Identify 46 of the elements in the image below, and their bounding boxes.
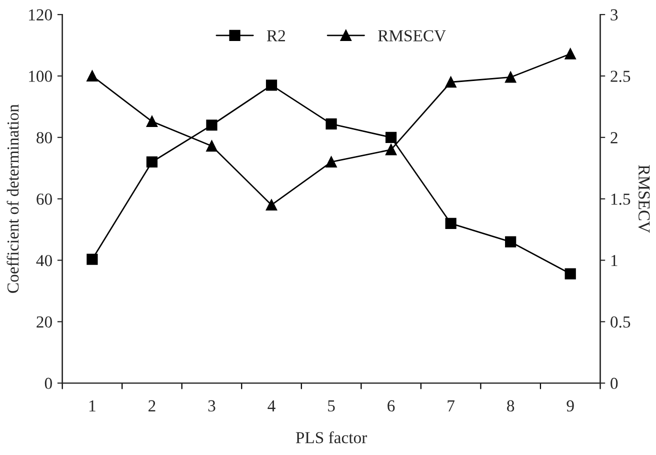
y2-tick-label: 1	[611, 255, 618, 266]
x-tick-label: 2	[148, 400, 156, 412]
point	[326, 118, 337, 130]
y-tick-label: 40	[36, 254, 52, 266]
x-axis-title: PLS factor	[296, 431, 368, 444]
y2-axis-title: RMSECV	[638, 165, 650, 233]
x-tick-label: 6	[388, 400, 395, 412]
x-tick-label: 7	[448, 400, 455, 412]
y2-tick-label: 3	[610, 9, 618, 21]
x-tick-label: 1	[90, 400, 96, 412]
point	[146, 156, 158, 168]
y2-tick-label: 1.5	[611, 194, 630, 205]
y-tick-label: 100	[29, 70, 52, 82]
point	[206, 120, 218, 131]
y-tick-label: 0	[44, 378, 52, 390]
point	[146, 116, 158, 127]
y2-tick-label: 0	[610, 378, 618, 390]
point	[206, 140, 218, 152]
x-tick-label: 8	[507, 400, 514, 412]
point	[564, 48, 576, 60]
legend-label: RMSECV	[378, 30, 446, 42]
y-tick-label: 120	[29, 9, 52, 21]
point	[385, 132, 397, 143]
y-tick-label: 60	[36, 194, 52, 205]
y2-tick-label: 2.5	[610, 70, 630, 82]
point	[445, 76, 456, 88]
x-tick-label: 3	[208, 400, 216, 412]
point	[385, 144, 397, 156]
point	[564, 268, 576, 280]
point	[266, 199, 278, 211]
x-tick-label: 4	[268, 400, 276, 412]
legend-label: R2	[266, 30, 285, 42]
y2-tick-label: 2	[610, 132, 618, 144]
point	[505, 236, 516, 248]
point	[445, 218, 456, 229]
point	[86, 70, 98, 82]
x-tick-label: 9	[566, 400, 574, 412]
x-tick-label: 5	[328, 400, 335, 412]
point	[505, 72, 516, 83]
point	[266, 80, 278, 91]
point	[326, 156, 337, 168]
y-axis-title: Coefficient of determination	[6, 104, 19, 293]
y2-tick-label: 0.5	[610, 316, 630, 328]
y-tick-label: 80	[36, 132, 52, 144]
y-tick-label: 20	[36, 316, 52, 328]
point	[86, 254, 98, 265]
